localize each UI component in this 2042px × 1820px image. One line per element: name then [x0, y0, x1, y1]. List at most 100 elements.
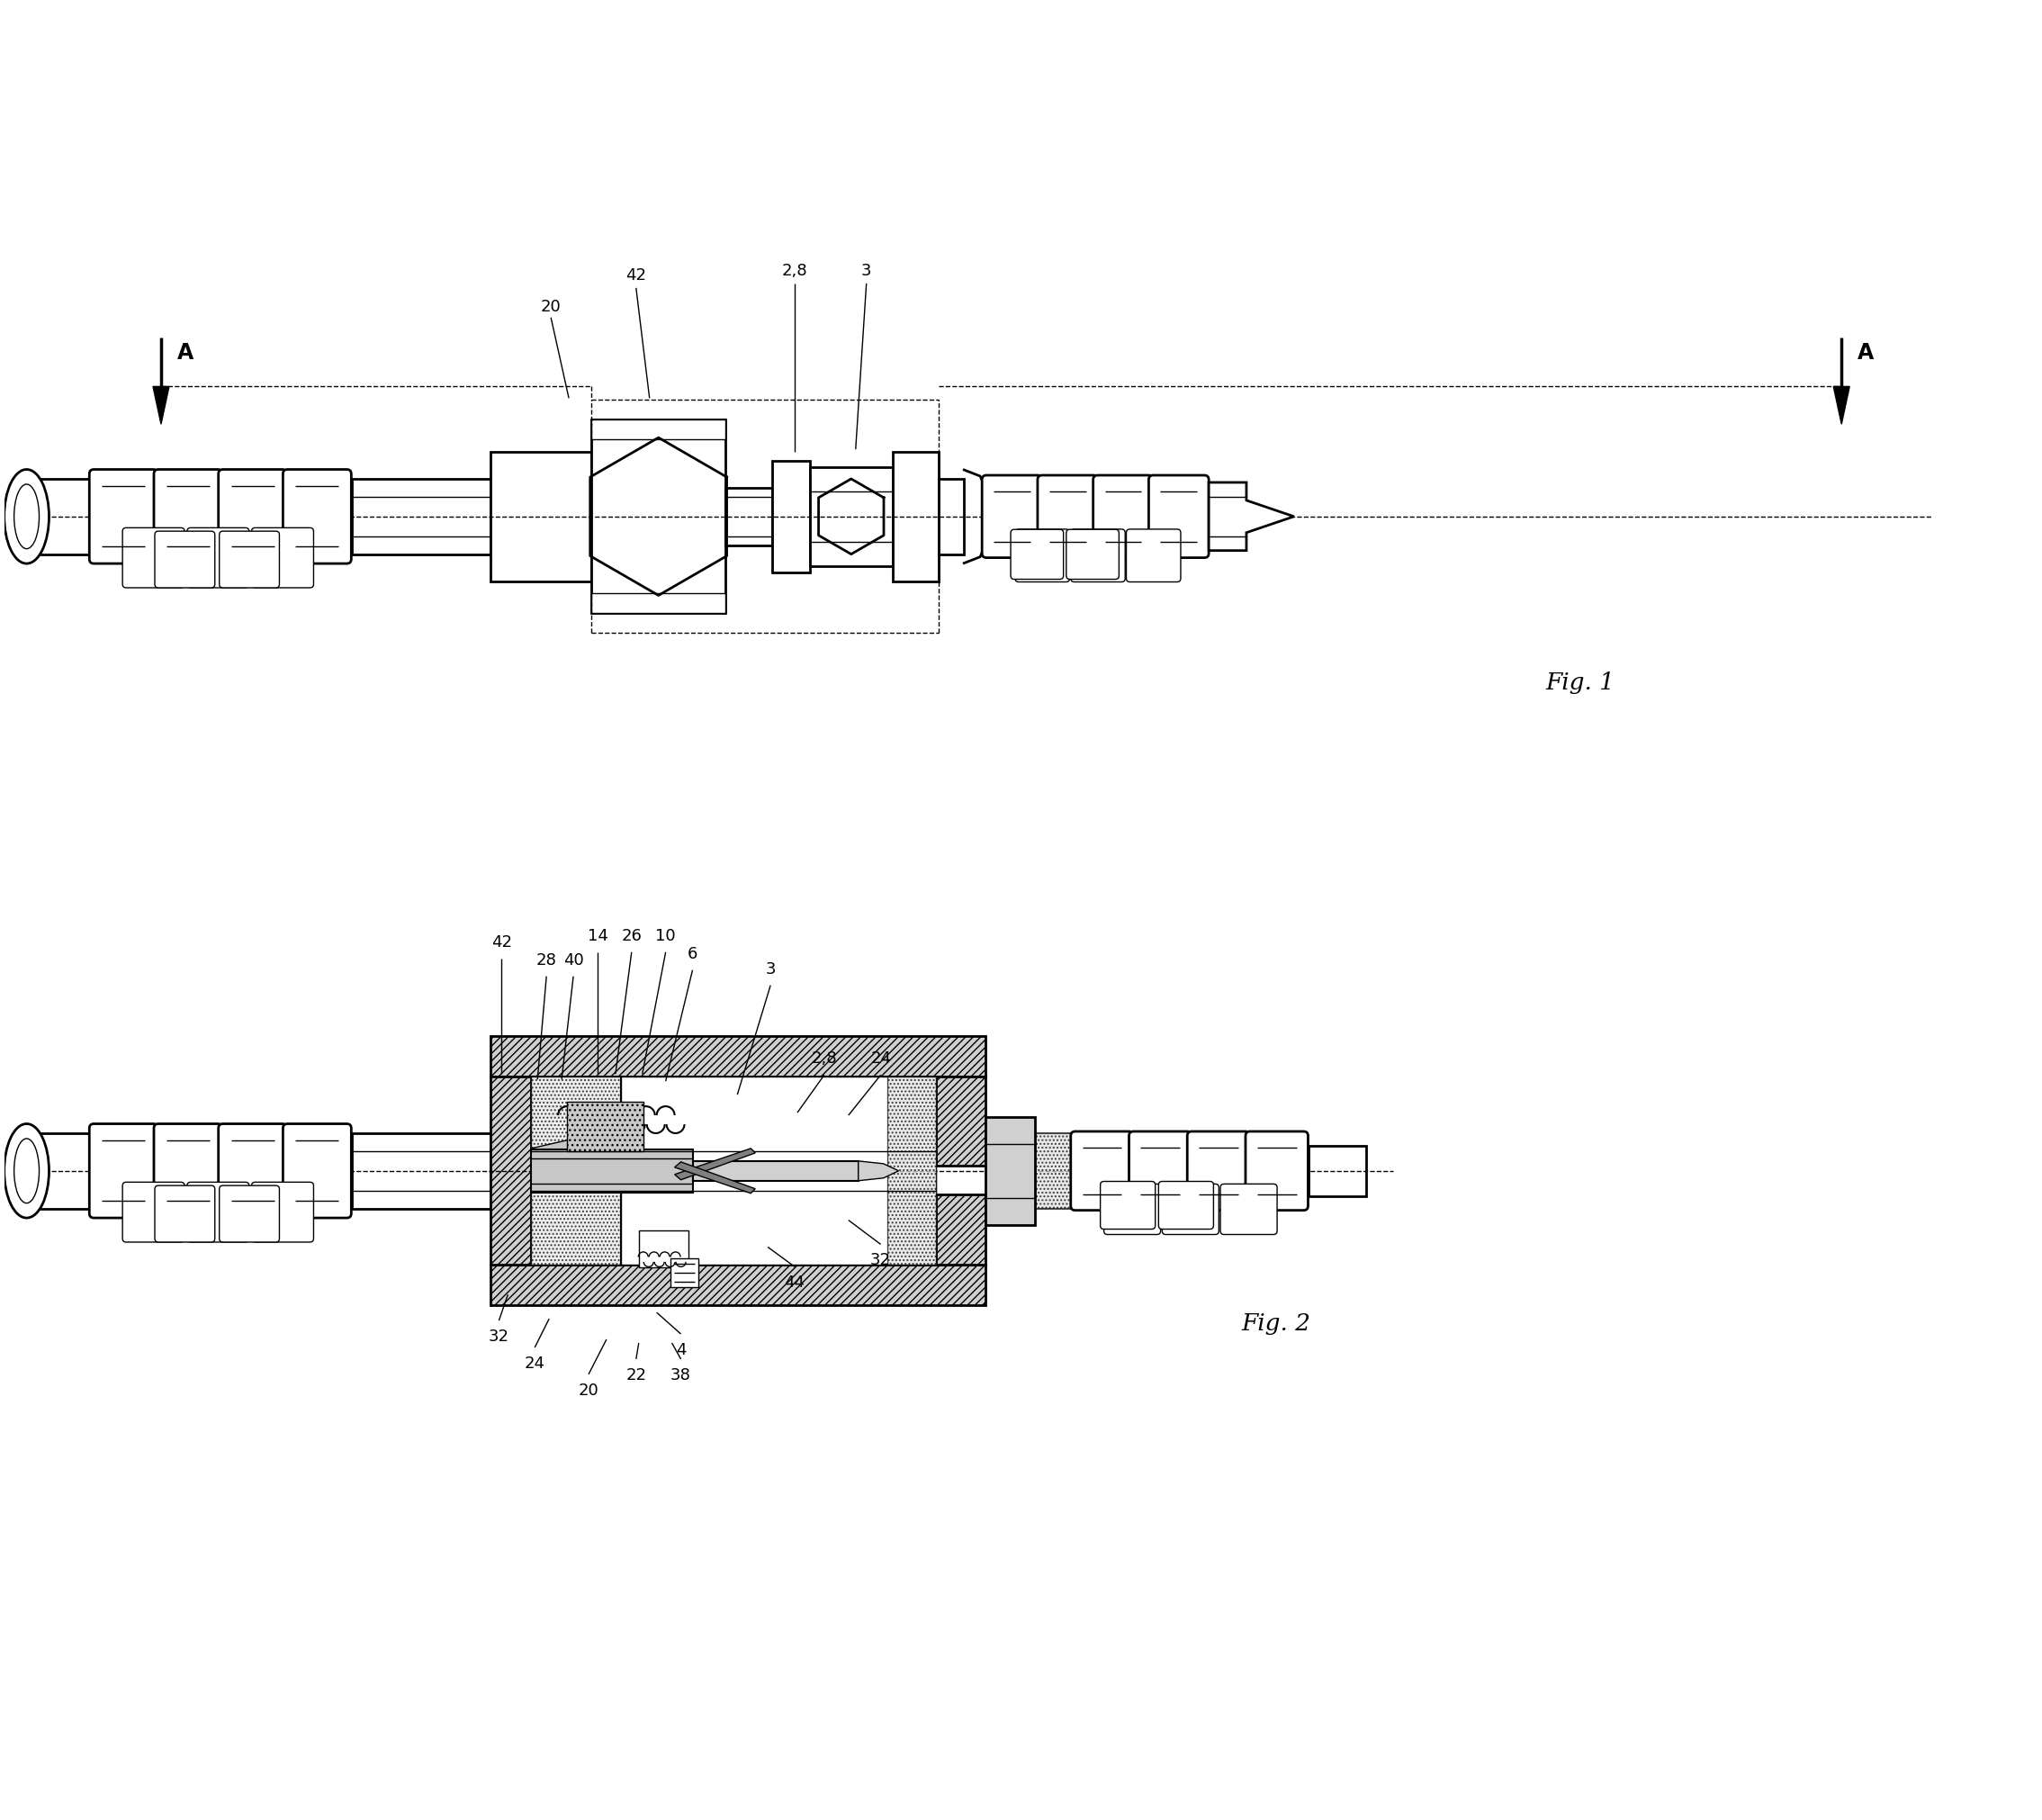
FancyBboxPatch shape [251, 1183, 314, 1241]
FancyBboxPatch shape [1158, 1181, 1213, 1228]
FancyBboxPatch shape [155, 1185, 214, 1241]
Ellipse shape [14, 484, 39, 550]
Polygon shape [1834, 386, 1850, 424]
Bar [937, 1077, 986, 1165]
Bar [351, 1134, 490, 1208]
Text: 14: 14 [588, 928, 609, 945]
Bar [592, 420, 725, 613]
Text: 2,8: 2,8 [782, 262, 807, 278]
FancyBboxPatch shape [218, 1185, 280, 1241]
FancyBboxPatch shape [1221, 1185, 1276, 1234]
Text: 32: 32 [870, 1252, 890, 1269]
Bar [886, 1077, 937, 1265]
FancyBboxPatch shape [1037, 475, 1099, 557]
Bar [892, 451, 939, 581]
Bar [490, 1077, 531, 1265]
FancyBboxPatch shape [1129, 1132, 1193, 1210]
Polygon shape [674, 1148, 756, 1179]
Bar [1309, 1147, 1366, 1196]
Text: 32: 32 [488, 1329, 508, 1345]
FancyBboxPatch shape [284, 470, 351, 564]
Bar [490, 1265, 986, 1305]
FancyBboxPatch shape [251, 528, 314, 588]
FancyBboxPatch shape [1186, 1132, 1250, 1210]
Bar [531, 1077, 937, 1265]
Bar [27, 1134, 94, 1208]
FancyBboxPatch shape [188, 1183, 249, 1241]
Text: 42: 42 [492, 934, 513, 950]
FancyBboxPatch shape [155, 531, 214, 588]
Bar [986, 1117, 1035, 1225]
FancyBboxPatch shape [218, 531, 280, 588]
Bar [772, 460, 811, 571]
Text: 6: 6 [688, 946, 698, 963]
FancyBboxPatch shape [1092, 475, 1154, 557]
Text: A: A [1858, 342, 1875, 364]
Text: 22: 22 [625, 1367, 647, 1383]
Text: 3: 3 [862, 262, 872, 278]
Bar [27, 479, 94, 553]
Text: 24: 24 [525, 1356, 545, 1372]
Text: 3: 3 [766, 961, 776, 977]
Ellipse shape [4, 470, 49, 564]
FancyBboxPatch shape [982, 475, 1041, 557]
Bar [692, 1161, 858, 1181]
FancyBboxPatch shape [153, 470, 223, 564]
Text: 44: 44 [784, 1274, 805, 1290]
FancyBboxPatch shape [218, 1123, 286, 1218]
Bar [639, 1230, 688, 1269]
FancyBboxPatch shape [1127, 530, 1180, 582]
FancyBboxPatch shape [1015, 530, 1070, 582]
FancyBboxPatch shape [1011, 530, 1064, 579]
FancyBboxPatch shape [284, 1123, 351, 1218]
FancyBboxPatch shape [188, 528, 249, 588]
FancyBboxPatch shape [218, 470, 286, 564]
FancyBboxPatch shape [90, 470, 157, 564]
Bar [531, 1077, 621, 1265]
FancyBboxPatch shape [1101, 1181, 1156, 1228]
Text: 38: 38 [670, 1367, 690, 1383]
Polygon shape [674, 1161, 756, 1194]
Ellipse shape [14, 1139, 39, 1203]
Bar [592, 593, 725, 613]
Text: 20: 20 [541, 298, 562, 315]
Bar [490, 1036, 986, 1077]
FancyBboxPatch shape [1162, 1185, 1219, 1234]
Bar [1035, 1134, 1076, 1208]
Bar [725, 488, 772, 546]
FancyBboxPatch shape [1150, 475, 1209, 557]
Bar [939, 479, 964, 553]
FancyBboxPatch shape [1105, 1185, 1160, 1234]
Polygon shape [153, 386, 169, 424]
Bar [670, 1259, 698, 1287]
FancyBboxPatch shape [123, 1183, 184, 1241]
Text: 2,8: 2,8 [811, 1050, 837, 1067]
FancyBboxPatch shape [1070, 1132, 1133, 1210]
Text: 26: 26 [621, 928, 641, 945]
Bar [592, 420, 725, 439]
FancyBboxPatch shape [90, 1123, 157, 1218]
FancyBboxPatch shape [123, 528, 184, 588]
FancyBboxPatch shape [1246, 1132, 1309, 1210]
Polygon shape [858, 1161, 898, 1181]
Polygon shape [531, 1128, 621, 1163]
Text: 28: 28 [537, 952, 557, 968]
Polygon shape [1209, 482, 1295, 550]
Text: 20: 20 [578, 1383, 598, 1398]
Text: 24: 24 [870, 1050, 890, 1067]
FancyBboxPatch shape [1066, 530, 1119, 579]
Bar [490, 451, 592, 581]
Bar [351, 479, 490, 553]
Bar [937, 1194, 986, 1265]
Text: 4: 4 [676, 1341, 686, 1358]
Text: Fig. 2: Fig. 2 [1242, 1312, 1311, 1334]
Bar [531, 1150, 692, 1192]
Text: Fig. 1: Fig. 1 [1546, 672, 1615, 693]
Text: 42: 42 [625, 268, 647, 284]
Bar [568, 1101, 643, 1150]
Text: 40: 40 [564, 952, 584, 968]
Text: 10: 10 [655, 928, 676, 945]
Bar [811, 468, 892, 566]
FancyBboxPatch shape [1070, 530, 1125, 582]
FancyBboxPatch shape [153, 1123, 223, 1218]
